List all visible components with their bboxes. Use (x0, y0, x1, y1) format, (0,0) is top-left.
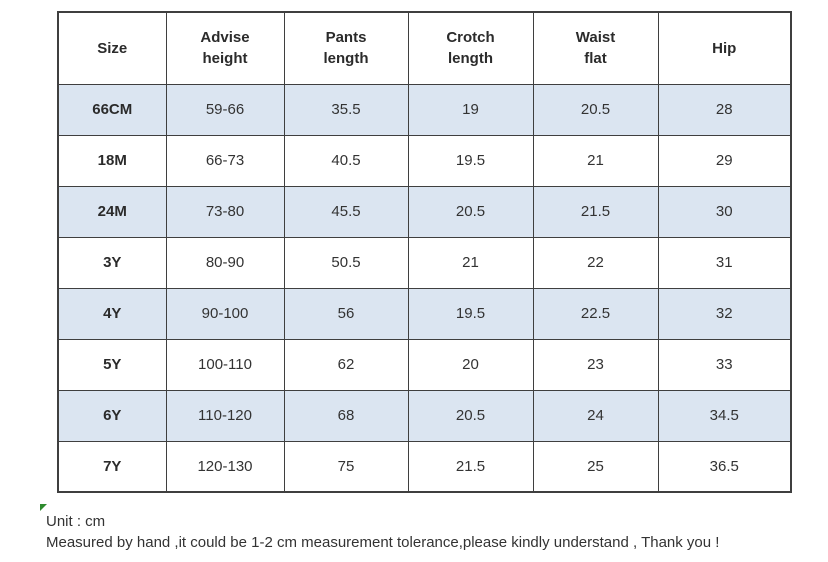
tolerance-note: Measured by hand ,it could be 1-2 cm mea… (46, 534, 720, 551)
cell-hip: 28 (657, 83, 792, 136)
cell-crotch-length: 20 (407, 338, 534, 391)
table-row-4y: 4Y 90-100 56 19.5 22.5 32 (57, 287, 792, 340)
cell-waist-flat: 20.5 (532, 83, 659, 136)
cell-pants-length: 50.5 (283, 236, 409, 289)
cell-hip: 36.5 (657, 440, 792, 493)
cell-advise-height: 100-110 (165, 338, 285, 391)
footnotes: Unit : cm Measured by hand ,it could be … (46, 511, 719, 553)
cell-hip: 33 (657, 338, 792, 391)
table-row-3y: 3Y 80-90 50.5 21 22 31 (57, 236, 792, 289)
cell-size: 18M (57, 134, 167, 187)
cell-advise-height: 120-130 (165, 440, 285, 493)
cell-advise-height: 110-120 (165, 389, 285, 442)
cell-waist-flat: 23 (532, 338, 659, 391)
cell-hip: 32 (657, 287, 792, 340)
table-row-7y: 7Y 120-130 75 21.5 25 36.5 (57, 440, 792, 493)
cell-waist-flat: 22.5 (532, 287, 659, 340)
cell-crotch-length: 20.5 (407, 185, 534, 238)
unit-note: Unit : cm (46, 513, 106, 530)
cell-hip: 31 (657, 236, 792, 289)
table-row-24m: 24M 73-80 45.5 20.5 21.5 30 (57, 185, 792, 238)
column-header-crotch-length: Crotch length (407, 11, 534, 85)
cell-crotch-length: 19.5 (407, 287, 534, 340)
column-header-hip: Hip (657, 11, 792, 85)
cell-pants-length: 35.5 (283, 83, 409, 136)
cell-crotch-length: 20.5 (407, 389, 534, 442)
cell-crotch-length: 21.5 (407, 440, 534, 493)
column-header-size: Size (57, 11, 167, 85)
cell-hip: 34.5 (657, 389, 792, 442)
cell-waist-flat: 24 (532, 389, 659, 442)
cell-waist-flat: 22 (532, 236, 659, 289)
table-row-18m: 18M 66-73 40.5 19.5 21 29 (57, 134, 792, 187)
cell-pants-length: 62 (283, 338, 409, 391)
cell-pants-length: 75 (283, 440, 409, 493)
cell-hip: 30 (657, 185, 792, 238)
cell-size: 66CM (57, 83, 167, 136)
green-corner-marker-icon (40, 504, 47, 511)
cell-advise-height: 80-90 (165, 236, 285, 289)
cell-pants-length: 45.5 (283, 185, 409, 238)
cell-advise-height: 73-80 (165, 185, 285, 238)
cell-size: 7Y (57, 440, 167, 493)
cell-pants-length: 40.5 (283, 134, 409, 187)
cell-waist-flat: 25 (532, 440, 659, 493)
cell-crotch-length: 19.5 (407, 134, 534, 187)
column-header-advise-height: Advise height (165, 11, 285, 85)
cell-waist-flat: 21.5 (532, 185, 659, 238)
cell-size: 5Y (57, 338, 167, 391)
cell-size: 24M (57, 185, 167, 238)
cell-hip: 29 (657, 134, 792, 187)
cell-advise-height: 90-100 (165, 287, 285, 340)
table-row-6y: 6Y 110-120 68 20.5 24 34.5 (57, 389, 792, 442)
header-row: Size Advise height Pants length Crotch l… (57, 11, 792, 85)
size-chart-table: Size Advise height Pants length Crotch l… (57, 11, 792, 493)
cell-size: 3Y (57, 236, 167, 289)
table-row-66cm: 66CM 59-66 35.5 19 20.5 28 (57, 83, 792, 136)
cell-size: 4Y (57, 287, 167, 340)
cell-size: 6Y (57, 389, 167, 442)
cell-advise-height: 66-73 (165, 134, 285, 187)
cell-crotch-length: 21 (407, 236, 534, 289)
cell-pants-length: 56 (283, 287, 409, 340)
cell-waist-flat: 21 (532, 134, 659, 187)
table-row-5y: 5Y 100-110 62 20 23 33 (57, 338, 792, 391)
cell-advise-height: 59-66 (165, 83, 285, 136)
cell-crotch-length: 19 (407, 83, 534, 136)
column-header-waist-flat: Waist flat (532, 11, 659, 85)
cell-pants-length: 68 (283, 389, 409, 442)
column-header-pants-length: Pants length (283, 11, 409, 85)
